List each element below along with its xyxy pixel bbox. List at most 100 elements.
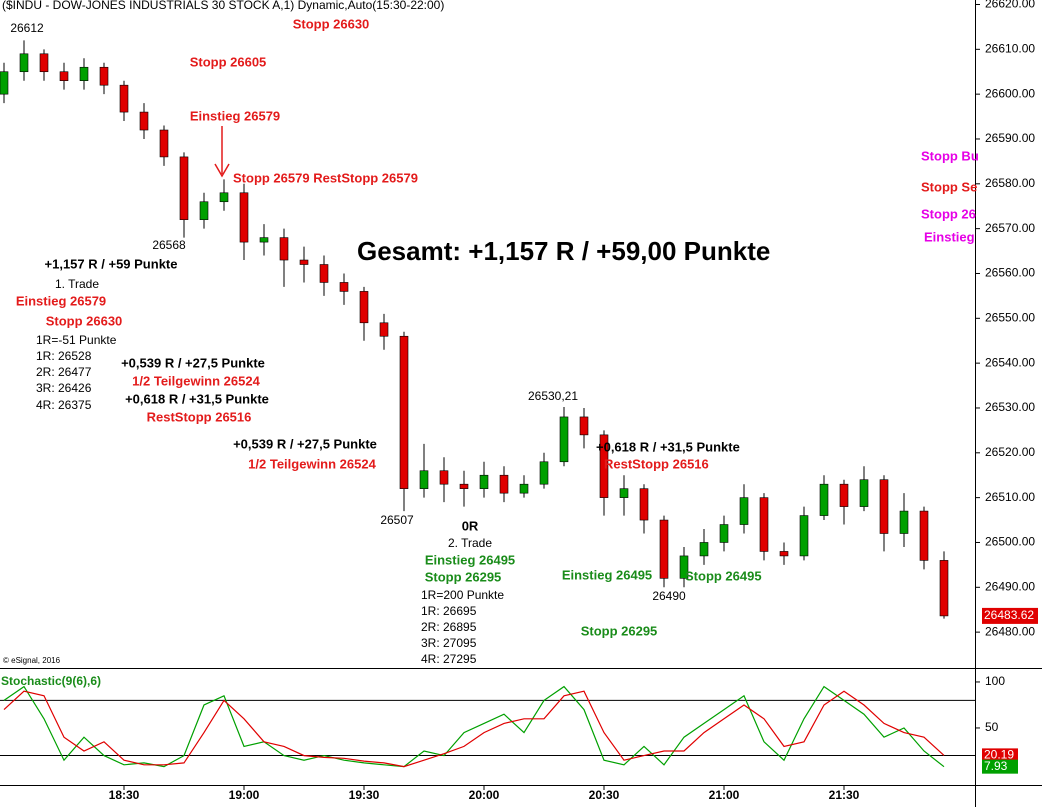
stochastic-line (3, 685, 945, 768)
candle-body (699, 542, 709, 557)
candle-body (919, 510, 929, 561)
annotation: 1R=200 Punkte (421, 588, 504, 602)
annotation: 26568 (152, 238, 186, 252)
annotation: 1/2 Teilgewinn 26524 (132, 373, 260, 388)
annotation: 1R: 26528 (36, 349, 92, 363)
candle-body (779, 551, 789, 557)
y-tick-label: 26570.00 (985, 221, 1035, 235)
annotation: 1/2 Teilgewinn 26524 (248, 456, 376, 471)
last-value-box (982, 759, 1018, 774)
annotation: 4R: 26375 (36, 398, 92, 412)
candle-body (679, 555, 689, 579)
candle-body (939, 560, 949, 617)
candle-body (579, 416, 589, 436)
stochastic-line (3, 690, 945, 768)
candle-body (479, 474, 489, 489)
candle-body (79, 66, 89, 81)
annotation: Stopp 26630 (293, 16, 370, 31)
candle-body (759, 497, 769, 552)
annotation: 1R: 26695 (421, 604, 477, 618)
candle-body (559, 416, 569, 463)
candle-body (659, 519, 669, 579)
annotation: 26530,21 (528, 389, 578, 403)
annotation: +0,618 R / +31,5 Punkte (125, 391, 269, 406)
candle-body (359, 291, 369, 324)
annotation: Stopp 26295 (425, 569, 502, 584)
candle-body (279, 237, 289, 261)
candle-body (239, 192, 249, 243)
candle-body (259, 237, 269, 243)
candle-body (0, 71, 9, 95)
annotation: Einstieg 26579 (16, 293, 106, 308)
y-tick-label: 26610.00 (985, 41, 1035, 55)
x-tick-label: 21:00 (709, 788, 740, 802)
candle-body (839, 483, 849, 507)
annotation: 4R: 27295 (421, 652, 477, 666)
last-price-box (982, 607, 1038, 624)
candle-body (139, 111, 149, 131)
y-tick-label: 26540.00 (985, 355, 1035, 369)
annotation: © eSignal, 2016 (3, 656, 61, 665)
annotation: Gesamt: +1,157 R / +59,00 Punkte (357, 236, 770, 266)
y-tick-label: 50 (985, 720, 999, 734)
annotation: +0,618 R / +31,5 Punkte (596, 439, 740, 454)
candle-body (739, 497, 749, 525)
y-tick-label: 26490.00 (985, 579, 1035, 593)
annotation: +1,157 R / +59 Punkte (45, 256, 178, 271)
candle-body (179, 156, 189, 220)
y-tick-label: 26580.00 (985, 176, 1035, 190)
candle-body (19, 53, 29, 73)
annotation: Stopp 26630 (46, 313, 123, 328)
y-tick-label: 26480.00 (985, 624, 1035, 638)
candle-body (519, 483, 529, 494)
y-tick-label: 26550.00 (985, 310, 1035, 324)
chart-title: ($INDU - DOW-JONES INDUSTRIALS 30 STOCK … (2, 0, 444, 12)
annotation: Einstieg (924, 229, 975, 244)
x-tick-label: 20:30 (589, 788, 620, 802)
last-value-label: 20.19 (984, 748, 1014, 762)
annotation: Stopp 26 (921, 206, 976, 221)
y-tick-label: 26530.00 (985, 400, 1035, 414)
annotation: +0,539 R / +27,5 Punkte (233, 436, 377, 451)
last-price-label: 26483.62 (984, 608, 1034, 622)
annotation: Stopp Bu (921, 148, 979, 163)
candle-body (339, 282, 349, 292)
candle-body (459, 483, 469, 489)
annotation: Einstieg 26495 (562, 567, 652, 582)
candle-body (119, 84, 129, 113)
candle-body (379, 322, 389, 337)
candle-body (499, 474, 509, 494)
annotation: 0R (462, 518, 479, 533)
x-tick-label: 20:00 (469, 788, 500, 802)
annotation: Stopp 26579 RestStopp 26579 (233, 170, 418, 185)
annotation: 26612 (10, 21, 44, 35)
x-tick-label: 19:30 (349, 788, 380, 802)
candle-body (319, 264, 329, 283)
y-tick-label: 26500.00 (985, 535, 1035, 549)
annotation: Einstieg 26579 (190, 108, 280, 123)
annotation: 1R=-51 Punkte (36, 333, 117, 347)
candle-body (859, 479, 869, 507)
annotation: 2R: 26895 (421, 620, 477, 634)
annotation: 1. Trade (55, 277, 99, 291)
annotation: Stopp 26295 (581, 623, 658, 638)
annotation: +0,539 R / +27,5 Punkte (121, 355, 265, 370)
y-tick-label: 26520.00 (985, 445, 1035, 459)
candle-body (439, 470, 449, 485)
annotation: RestStopp 26516 (147, 409, 252, 424)
y-tick-label: 26510.00 (985, 490, 1035, 504)
candle-body (59, 71, 69, 81)
candle-body (99, 66, 109, 86)
candle-body (159, 129, 169, 158)
candle-body (399, 335, 409, 489)
y-tick-label: 26590.00 (985, 131, 1035, 145)
indicator-title: Stochastic(9(6),6) (1, 674, 101, 688)
candle-body (539, 461, 549, 485)
annotation: 3R: 27095 (421, 636, 477, 650)
last-value-label: 7.93 (984, 759, 1008, 773)
y-tick-label: 26600.00 (985, 86, 1035, 100)
candle-body (299, 259, 309, 265)
y-tick-label: 26560.00 (985, 266, 1035, 280)
